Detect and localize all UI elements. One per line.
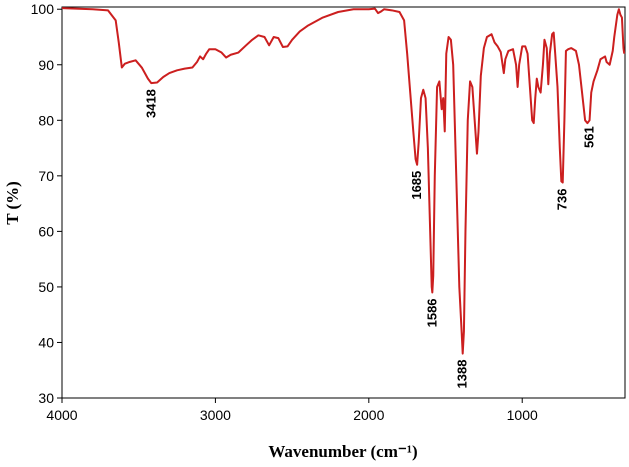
x-tick-label: 3000 — [200, 407, 231, 423]
y-tick-label: 50 — [38, 279, 54, 295]
y-tick-label: 70 — [38, 168, 54, 184]
y-tick-label: 30 — [38, 390, 54, 406]
y-tick-label: 100 — [31, 1, 55, 17]
x-tick-label: 2000 — [353, 407, 384, 423]
y-tick-label: 60 — [38, 223, 54, 239]
x-tick-label: 4000 — [46, 407, 77, 423]
x-tick-label: 1000 — [507, 407, 538, 423]
x-axis-title: Wavenumber (cm⁻¹) — [268, 442, 417, 461]
peak-label: 561 — [582, 126, 597, 148]
peak-label: 1685 — [409, 171, 424, 200]
plot-frame — [61, 6, 626, 399]
y-tick-label: 40 — [38, 334, 54, 350]
peak-label: 1388 — [455, 360, 470, 389]
y-tick-label: 90 — [38, 57, 54, 73]
peak-label: 1586 — [424, 298, 439, 327]
spectrum-line — [61, 7, 626, 355]
peak-label: 736 — [555, 189, 570, 211]
peak-label: 3418 — [143, 89, 158, 118]
y-tick-label: 80 — [38, 112, 54, 128]
y-axis-title: T (%) — [3, 181, 22, 225]
